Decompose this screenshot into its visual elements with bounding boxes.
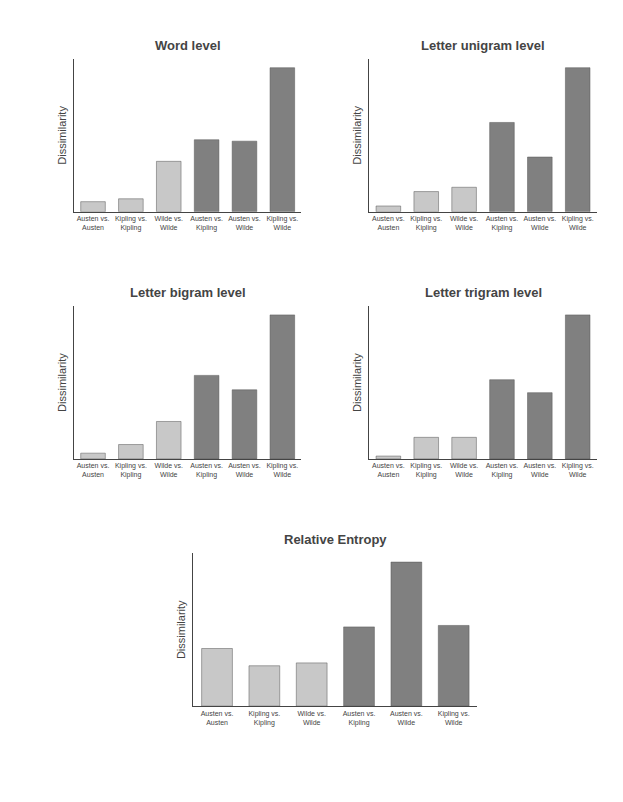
svg-text:Austen vs.Kipling: Austen vs.Kipling (343, 710, 376, 727)
svg-text:Kipling vs.Wilde: Kipling vs.Wilde (562, 462, 594, 478)
svg-text:Kipling vs.Wilde: Kipling vs.Wilde (266, 462, 298, 478)
svg-text:Kipling vs.Kipling: Kipling vs.Kipling (410, 215, 442, 232)
svg-text:Letter trigram level: Letter trigram level (425, 285, 542, 300)
svg-text:Wilde vs.Wilde: Wilde vs.Wilde (297, 710, 325, 726)
svg-text:Letter bigram level: Letter bigram level (130, 285, 246, 300)
svg-text:Kipling vs.Kipling: Kipling vs.Kipling (115, 215, 147, 232)
svg-text:Austen vs.Austen: Austen vs.Austen (201, 710, 234, 726)
svg-text:Austen vs.Austen: Austen vs.Austen (372, 215, 405, 231)
svg-text:Austen vs.Austen: Austen vs.Austen (77, 462, 110, 478)
svg-text:Kipling vs.Wilde: Kipling vs.Wilde (266, 215, 298, 231)
svg-text:Austen vs.Wilde: Austen vs.Wilde (523, 462, 556, 478)
svg-text:Austen vs.Kipling: Austen vs.Kipling (190, 215, 223, 232)
svg-text:Kipling vs.Wilde: Kipling vs.Wilde (562, 215, 594, 231)
svg-text:Dissimilarity: Dissimilarity (351, 353, 363, 412)
svg-text:Kipling vs.Wilde: Kipling vs.Wilde (438, 710, 470, 726)
svg-text:Kipling vs.Kipling: Kipling vs.Kipling (248, 710, 280, 727)
svg-text:Dissimilarity: Dissimilarity (56, 353, 68, 412)
svg-text:Dissimilarity: Dissimilarity (56, 106, 68, 165)
svg-text:Austen vs.Wilde: Austen vs.Wilde (228, 462, 261, 478)
svg-text:Austen vs.Wilde: Austen vs.Wilde (523, 215, 556, 231)
svg-text:Relative Entropy: Relative Entropy (284, 532, 387, 547)
svg-text:Austen vs.Kipling: Austen vs.Kipling (486, 462, 519, 479)
svg-text:Kipling vs.Kipling: Kipling vs.Kipling (410, 462, 442, 479)
svg-text:Wilde vs.Wilde: Wilde vs.Wilde (155, 462, 183, 478)
svg-text:Word level: Word level (155, 38, 221, 53)
svg-text:Letter unigram level: Letter unigram level (421, 38, 545, 53)
svg-text:Austen vs.Kipling: Austen vs.Kipling (486, 215, 519, 232)
svg-text:Austen vs.Kipling: Austen vs.Kipling (190, 462, 223, 479)
svg-text:Austen vs.Austen: Austen vs.Austen (77, 215, 110, 231)
svg-text:Austen vs.Wilde: Austen vs.Wilde (228, 215, 261, 231)
svg-text:Kipling vs.Kipling: Kipling vs.Kipling (115, 462, 147, 479)
svg-text:Austen vs.Austen: Austen vs.Austen (372, 462, 405, 478)
svg-text:Dissimilarity: Dissimilarity (175, 600, 187, 659)
svg-text:Wilde vs.Wilde: Wilde vs.Wilde (450, 215, 478, 231)
svg-text:Austen vs.Wilde: Austen vs.Wilde (390, 710, 423, 726)
svg-text:Wilde vs.Wilde: Wilde vs.Wilde (155, 215, 183, 231)
svg-text:Wilde vs.Wilde: Wilde vs.Wilde (450, 462, 478, 478)
svg-text:Dissimilarity: Dissimilarity (351, 106, 363, 165)
